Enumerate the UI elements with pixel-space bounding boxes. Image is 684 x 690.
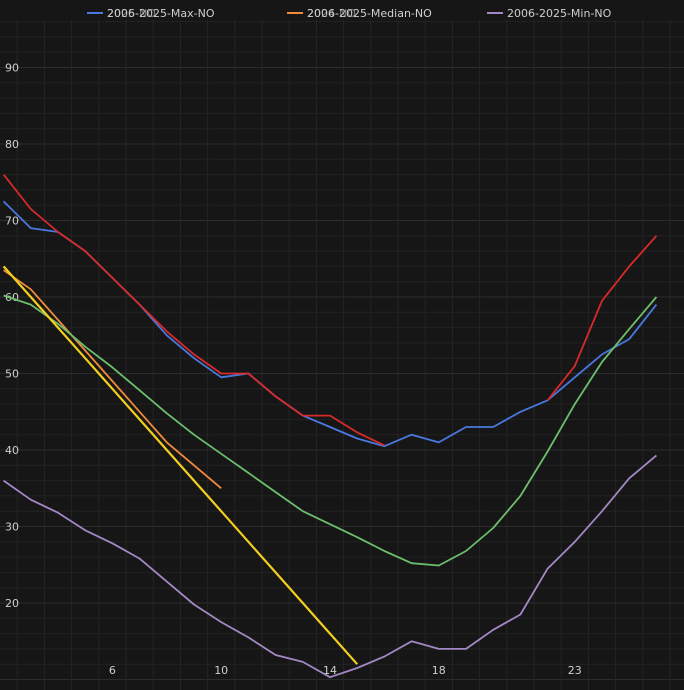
legend-label-overlap-b: 2024-NO (307, 6, 356, 20)
y-tick-label: 30 (5, 521, 19, 534)
x-tick-label: 18 (432, 664, 446, 677)
series-group (2, 174, 658, 679)
legend-swatch-min (487, 12, 503, 14)
legend-item-max[interactable]: 2006-2025-Max-NO 2025-NO (87, 4, 215, 22)
legend-label-max-text: 2006-2025-Max-NO (107, 6, 215, 20)
y-tick-label: 70 (5, 215, 19, 228)
series-line-5[interactable] (2, 265, 359, 665)
series-line-1[interactable] (3, 269, 222, 489)
legend-item-min[interactable]: 2006-2025-Min-NO (487, 4, 611, 22)
y-tick-label: 80 (5, 138, 19, 151)
x-tick-label: 23 (568, 664, 582, 677)
y-tick-label: 20 (5, 597, 19, 610)
x-tick-label: 6 (109, 664, 116, 677)
grid (0, 20, 684, 690)
series-line-4[interactable] (3, 294, 658, 567)
x-tick-label: 10 (214, 664, 228, 677)
series-line-2[interactable] (3, 454, 657, 679)
y-tick-label: 90 (5, 62, 19, 75)
legend: 2006-2025-Max-NO 2025-NO 2006-2025-Media… (0, 4, 684, 22)
series-line-0[interactable] (2, 200, 658, 448)
legend-label-max: 2006-2025-Max-NO 2025-NO (107, 7, 215, 20)
y-tick-label: 40 (5, 444, 19, 457)
legend-label-overlap-a: 2025-NO (107, 6, 156, 20)
legend-label-median-text: 2006-2025-Median-NO (307, 6, 432, 20)
legend-swatch-median (287, 12, 303, 14)
series-line-3[interactable] (2, 174, 658, 447)
x-tick-label: 14 (323, 664, 337, 677)
legend-label-min: 2006-2025-Min-NO (507, 6, 612, 20)
x-axis-ticks: 6 10 14 18 23 (109, 664, 582, 677)
legend-label-median: 2006-2025-Median-NO 2024-NO (307, 7, 432, 20)
legend-swatch-max (87, 12, 103, 14)
y-tick-label: 50 (5, 368, 19, 381)
legend-item-median[interactable]: 2006-2025-Median-NO 2024-NO (287, 4, 432, 22)
